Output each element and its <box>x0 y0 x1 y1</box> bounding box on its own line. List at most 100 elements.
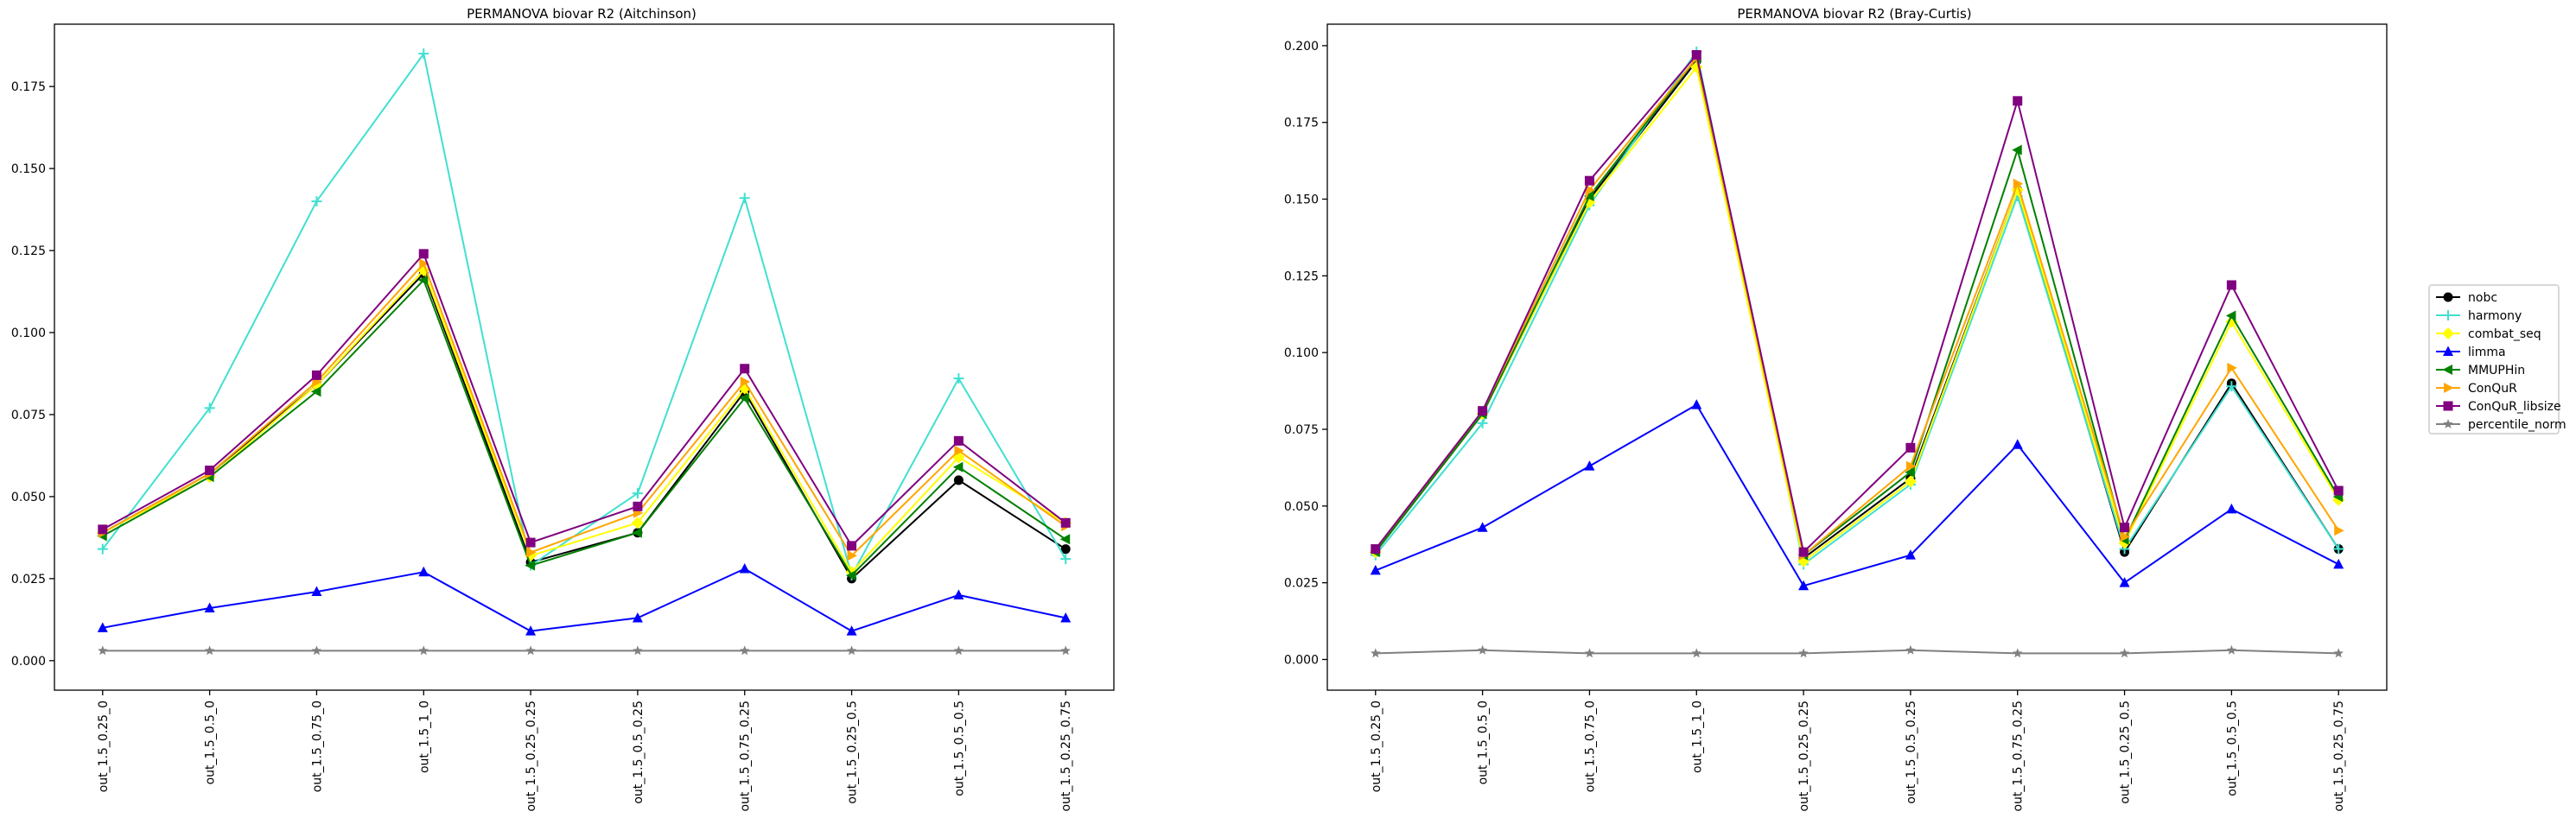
legend-label: ConQuR_libsize <box>2468 400 2561 414</box>
data-point <box>631 517 644 529</box>
x-tick-label: out_1.5_0.25_0.75 <box>1059 701 1073 812</box>
plot-area <box>1326 23 2388 691</box>
series-line <box>1375 54 2340 554</box>
series-limma <box>97 562 1072 636</box>
series-conqur <box>1371 53 2344 561</box>
legend-label: combat_seq <box>2468 327 2541 341</box>
legend-marker <box>2443 419 2453 428</box>
legend-label: harmony <box>2468 309 2522 323</box>
legend-marker <box>2442 327 2454 339</box>
data-point <box>418 249 429 259</box>
legend-frame <box>2428 284 2560 434</box>
x-tick-label: out_1.5_0.25_0 <box>1370 701 1383 792</box>
data-point <box>953 373 964 384</box>
legend-entry: nobc <box>2436 291 2497 305</box>
data-point <box>846 645 857 656</box>
series-nobc <box>98 269 1071 584</box>
legend-entry: combat_seq <box>2436 327 2541 341</box>
series-line <box>1375 57 2340 556</box>
legend-marker <box>2443 346 2453 356</box>
data-point <box>1585 184 1595 195</box>
data-point <box>418 566 429 577</box>
data-point <box>525 625 537 636</box>
series-line <box>102 263 1066 557</box>
data-point <box>98 524 108 535</box>
data-point <box>2333 543 2344 555</box>
series-line <box>102 53 1067 577</box>
data-point <box>205 466 215 476</box>
data-point <box>2013 648 2023 658</box>
data-point <box>1798 547 1809 557</box>
y-tick-label: 0.125 <box>11 244 46 258</box>
series-limma <box>1370 399 2344 591</box>
data-point <box>740 645 750 656</box>
y-tick-label: 0.100 <box>11 327 46 340</box>
x-tick-label: out_1.5_1_0 <box>417 701 431 773</box>
x-tick-label: out_1.5_0.75_0 <box>1583 701 1597 792</box>
x-tick-label: out_1.5_1_0 <box>1690 701 1704 773</box>
data-point <box>953 475 964 485</box>
data-point <box>1059 534 1071 545</box>
data-point <box>739 562 750 574</box>
data-point <box>2226 644 2237 655</box>
data-point <box>311 196 322 207</box>
data-point <box>847 541 857 551</box>
chart-aitchinson: PERMANOVA biovar R2 (Aitchinson) 0.000 0.… <box>11 6 1115 812</box>
y-tick-label: 0.150 <box>11 162 46 176</box>
data-point <box>525 645 536 656</box>
y-tick-label: 0.050 <box>1284 500 1319 514</box>
data-point <box>846 625 857 636</box>
legend-entry: harmony <box>2436 309 2522 323</box>
x-tick-label: out_1.5_0.5_0.5 <box>952 701 966 796</box>
data-point <box>1905 442 1916 453</box>
data-point <box>1371 544 1381 555</box>
data-point <box>1371 648 1381 658</box>
data-point <box>1583 190 1594 201</box>
data-point <box>2119 577 2130 587</box>
x-tick-label: out_1.5_0.75_0.25 <box>739 701 753 812</box>
series-percentile-norm <box>1371 644 2344 658</box>
series-combat-seq <box>96 263 1072 579</box>
data-point <box>1477 522 1488 532</box>
data-point <box>1904 475 1917 488</box>
y-tick-label: 0.100 <box>1284 346 1319 360</box>
y-tick-label: 0.025 <box>1284 577 1319 591</box>
data-point <box>1905 466 1915 478</box>
series-line <box>102 568 1066 632</box>
x-tick-label: out_1.5_0.75_0.25 <box>2012 701 2026 812</box>
data-point <box>2226 280 2236 290</box>
series-line <box>1375 60 2340 560</box>
x-tick-label: out_1.5_0.25_0.5 <box>2119 701 2133 804</box>
data-point <box>1060 645 1071 656</box>
series-line <box>1375 57 2340 556</box>
series-line <box>102 269 1066 574</box>
y-tick-label: 0.000 <box>11 655 46 669</box>
data-point <box>2119 648 2130 658</box>
data-point <box>632 527 642 538</box>
x-tick-label: out_1.5_0.5_0 <box>204 701 218 784</box>
series-line <box>1375 66 2340 562</box>
legend-label: percentile_norm <box>2468 418 2566 432</box>
data-point <box>1060 517 1071 528</box>
data-point <box>525 560 536 571</box>
data-point <box>2333 648 2344 658</box>
data-point <box>418 645 429 656</box>
data-point <box>311 370 321 380</box>
x-tick-label: out_1.5_0.25_0 <box>97 701 111 792</box>
data-point <box>2226 503 2237 514</box>
legend-label: limma <box>2468 346 2506 359</box>
data-point <box>2012 144 2022 155</box>
x-tick-label: out_1.5_0.5_0.25 <box>632 701 646 804</box>
data-point <box>953 589 964 599</box>
data-point <box>1477 644 1488 655</box>
data-point <box>1370 564 1381 575</box>
x-tick-label: out_1.5_0.75_0 <box>310 701 324 792</box>
legend-entry: ConQuR <box>2436 382 2517 396</box>
series-combat-seq <box>1369 60 2345 568</box>
legend-entry: ConQuR_libsize <box>2436 400 2561 414</box>
data-point <box>1060 544 1071 555</box>
data-point <box>311 645 322 656</box>
data-point <box>2334 525 2344 536</box>
